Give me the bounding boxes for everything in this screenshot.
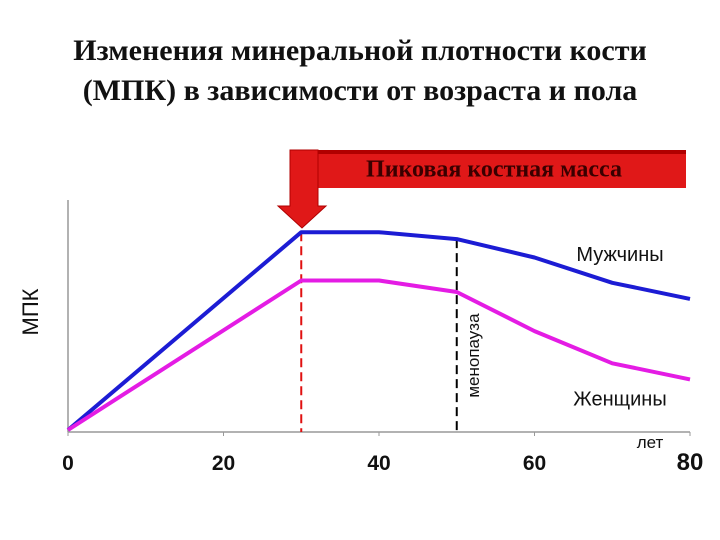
- x-tick-label: 0: [62, 452, 74, 475]
- reference-label: менопауза: [464, 313, 483, 398]
- x-tick-label: 60: [523, 452, 546, 475]
- series-line: [66, 230, 691, 432]
- series-line: [66, 278, 691, 432]
- chart-title: Изменения минеральной плотности кости: [73, 34, 646, 67]
- x-tick-label: 20: [212, 452, 235, 475]
- banner: [290, 150, 686, 188]
- x-tick-label: 40: [367, 452, 390, 475]
- series-label: Женщины: [573, 388, 666, 410]
- x-tick-label: 80: [677, 449, 704, 476]
- banner-edge: [290, 150, 686, 154]
- x-axis-label: лет: [637, 433, 664, 452]
- arrow: [276, 149, 328, 229]
- series-label: Мужчины: [576, 244, 663, 266]
- chart-title: (МПК) в зависимости от возраста и пола: [83, 74, 638, 107]
- annotation: Пиковая костная масса: [366, 157, 622, 183]
- y-axis-label: МПК: [18, 288, 43, 335]
